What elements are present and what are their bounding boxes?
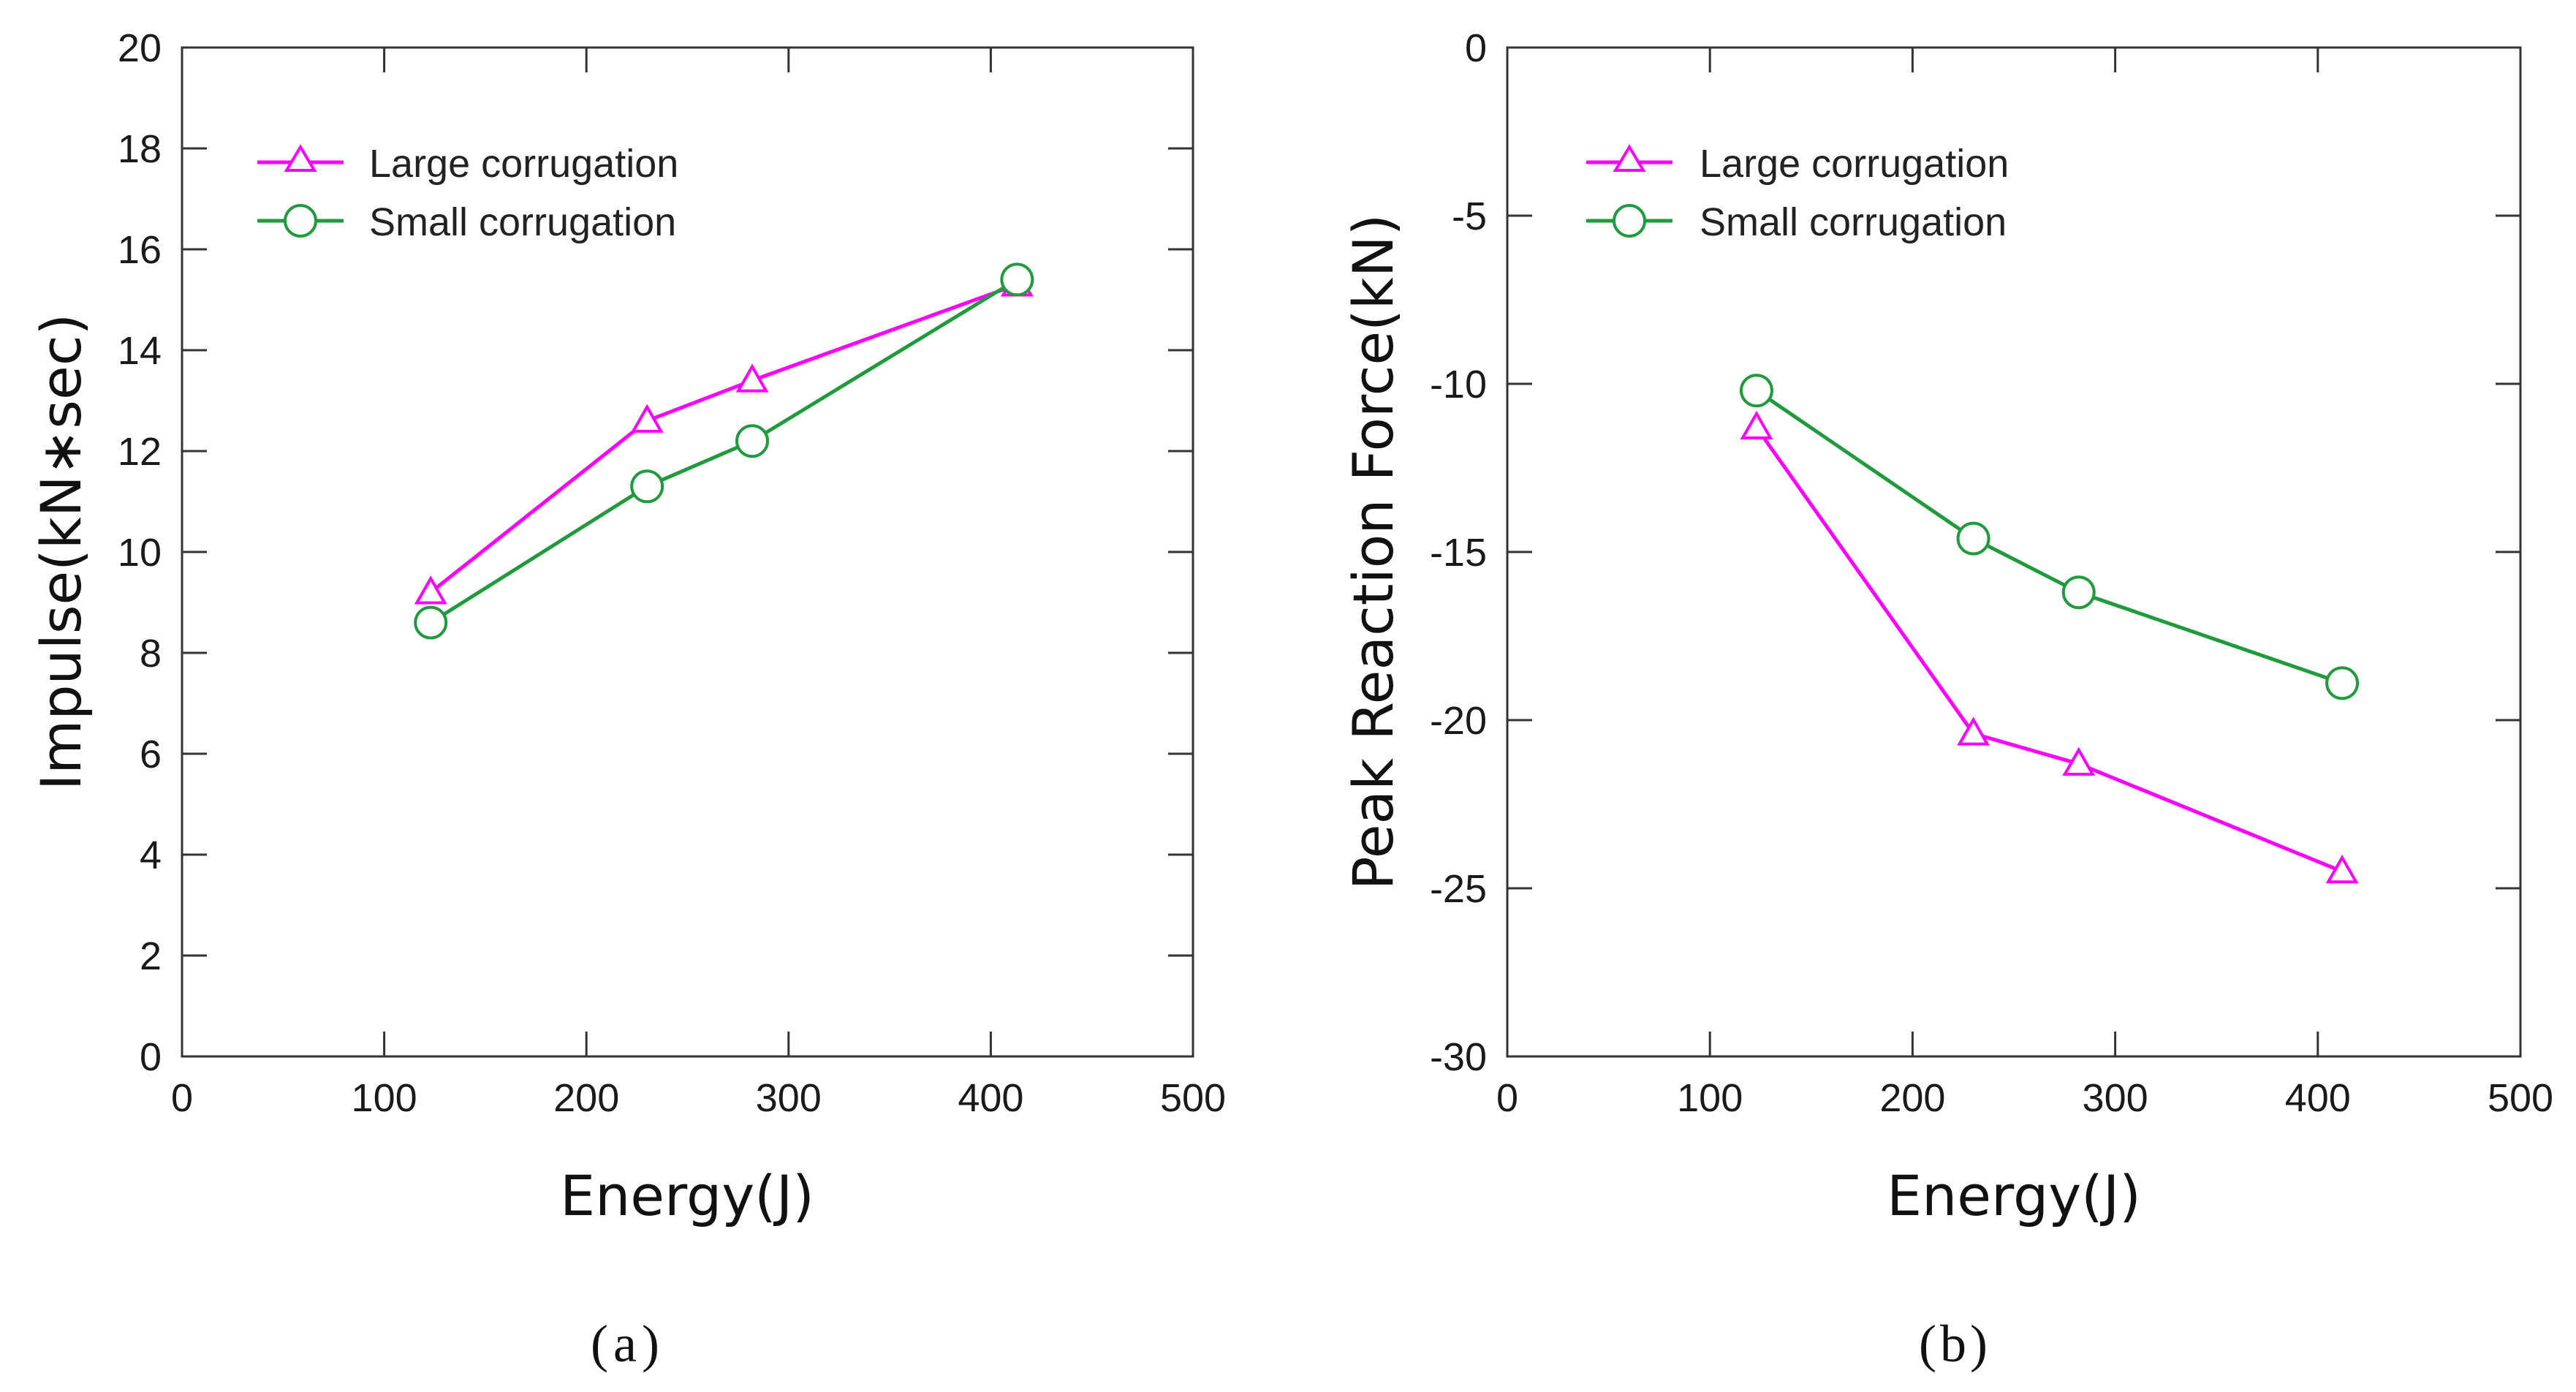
y-tick-label: -5 [1452, 194, 1487, 238]
legend-label-small: Small corrugation [369, 200, 676, 244]
legend: Large corrugation Small corrugation [257, 142, 678, 244]
x-tick-label: 100 [1677, 1076, 1743, 1120]
series-line-large-corrugation [429, 282, 1018, 594]
legend-triangle-marker [284, 144, 317, 172]
panel-label: b [1940, 1315, 1966, 1373]
data-point-triangle [630, 404, 664, 433]
series-layer [414, 262, 1034, 640]
panel-label-close-paren: ) [1970, 1315, 1988, 1373]
legend-circle-marker [284, 204, 317, 238]
panel-label-close-paren: ) [642, 1315, 659, 1373]
data-point-circle [630, 469, 664, 504]
x-tick-label: 0 [171, 1076, 193, 1120]
legend-circle-marker [1613, 204, 1646, 238]
series-line-small-corrugation [1755, 389, 2343, 685]
y-tick-label: 8 [140, 632, 162, 676]
x-tick-label: 300 [756, 1076, 822, 1120]
data-point-circle [1000, 262, 1034, 297]
y-tick-label: -20 [1430, 699, 1487, 743]
y-axis-title: Peak Reaction Force(kN) [1341, 214, 1406, 890]
data-point-triangle [2062, 746, 2096, 776]
x-axis-title: Energy(J) [560, 1163, 814, 1228]
y-axis-title: Impulse(kN∗sec) [29, 314, 94, 790]
data-point-triangle [2325, 854, 2359, 884]
y-tick-label: -30 [1430, 1035, 1487, 1079]
x-tick-label: 400 [2285, 1076, 2351, 1120]
series-line-large-corrugation [1754, 426, 2344, 874]
x-tick-label: 200 [553, 1076, 619, 1120]
data-point-triangle [735, 363, 769, 393]
x-tick-label: 100 [352, 1076, 417, 1120]
data-point-circle [735, 424, 770, 458]
legend-item-small: Small corrugation [1586, 200, 2007, 244]
series-line-small-corrugation [429, 278, 1018, 624]
axis-ticks: 0 100 200 300 400 500 0 2 4 6 8 10 12 14 16 18 20 [118, 26, 1226, 1120]
legend-item-small: Small corrugation [257, 200, 676, 244]
legend-label-large: Large corrugation [1700, 142, 2009, 186]
y-tick-label: -15 [1430, 531, 1487, 575]
data-point-triangle [414, 575, 447, 605]
axis-ticks: 0 100 200 300 400 500 0 -5 -10 -15 -20 -25 -30 [1430, 26, 2553, 1120]
y-tick-label: 12 [118, 430, 162, 474]
x-axis-title: Energy(J) [1887, 1163, 2141, 1228]
legend-label-large: Large corrugation [369, 142, 678, 186]
y-tick-label: 20 [118, 26, 162, 70]
plot-frame [1506, 46, 2522, 1058]
data-point-circle [2325, 666, 2360, 700]
legend-label-small: Small corrugation [1700, 200, 2007, 244]
series-layer [1739, 374, 2360, 884]
y-tick-label: 10 [118, 531, 162, 575]
y-tick-label: 14 [118, 329, 162, 373]
legend: Large corrugation Small corrugation [1586, 142, 2009, 244]
x-tick-label: 200 [1879, 1076, 1945, 1120]
data-point-circle [1739, 374, 1773, 408]
x-tick-label: 500 [2488, 1076, 2553, 1120]
x-tick-label: 500 [1160, 1076, 1226, 1120]
y-tick-label: 0 [1465, 26, 1487, 70]
y-tick-label: 16 [118, 228, 162, 272]
legend-item-large: Large corrugation [1586, 142, 2009, 186]
data-point-circle [2061, 575, 2096, 610]
legend-triangle-marker [1613, 144, 1646, 172]
y-tick-label: 2 [140, 934, 162, 978]
chart-impulse: 0 100 200 300 400 500 0 2 4 6 8 10 12 14 16 18 20 Energy… [29, 26, 1226, 1373]
panel-label: a [613, 1315, 637, 1373]
y-tick-label: 18 [118, 127, 162, 171]
y-tick-label: 6 [140, 733, 162, 776]
data-point-circle [414, 605, 448, 640]
x-tick-label: 300 [2083, 1076, 2148, 1120]
y-tick-label: 0 [140, 1035, 162, 1079]
data-point-triangle [1740, 410, 1773, 440]
panel-label-open-paren: ( [591, 1315, 608, 1373]
y-tick-label: 4 [140, 833, 162, 877]
plot-frame [181, 46, 1194, 1058]
chart-peak-reaction-force: 0 100 200 300 400 500 0 -5 -10 -15 -20 -25 -30 Energ… [1341, 26, 2553, 1373]
x-tick-label: 400 [958, 1076, 1023, 1120]
x-tick-label: 0 [1496, 1076, 1518, 1120]
data-point-triangle [1957, 716, 1990, 746]
legend-item-large: Large corrugation [257, 142, 678, 186]
y-tick-label: -25 [1430, 867, 1487, 911]
data-point-circle [1956, 521, 1990, 556]
y-tick-label: -10 [1430, 363, 1487, 406]
panel-label-open-paren: ( [1919, 1315, 1936, 1373]
